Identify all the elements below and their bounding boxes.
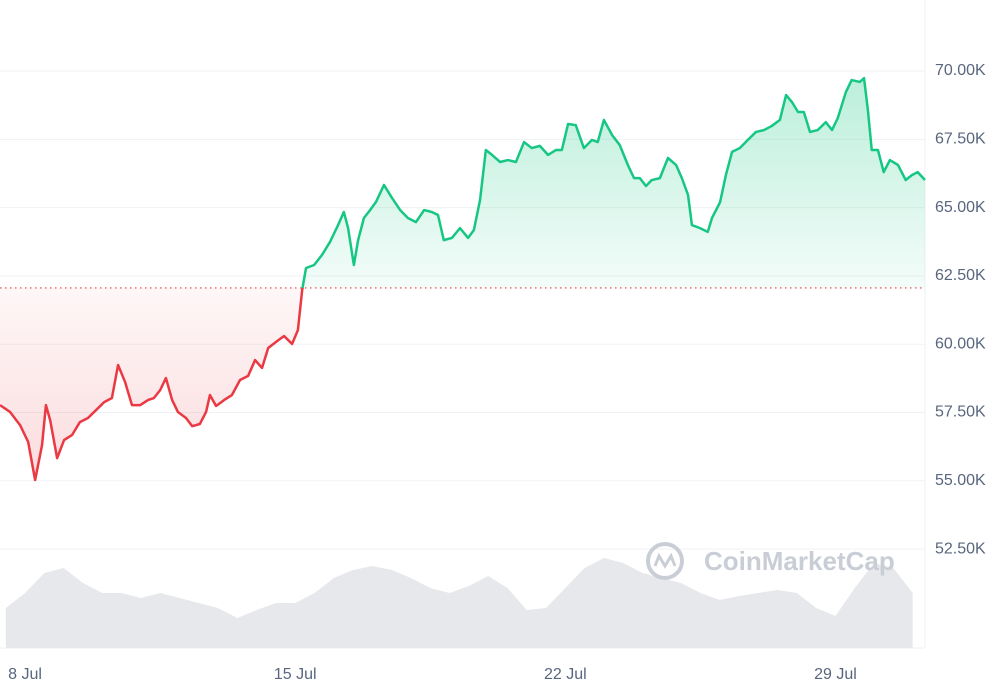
y-tick-label: 70.00K bbox=[935, 62, 986, 79]
watermark-text: CoinMarketCap bbox=[704, 546, 895, 576]
y-tick-label: 55.00K bbox=[935, 472, 986, 489]
watermark-logo bbox=[646, 542, 684, 580]
x-tick-label: 22 Jul bbox=[544, 666, 587, 683]
watermark-logo-mark bbox=[653, 552, 677, 569]
y-tick-label: 62.50K bbox=[935, 267, 986, 284]
x-tick-label: 8 Jul bbox=[8, 666, 42, 683]
y-tick-label: 67.50K bbox=[935, 131, 986, 148]
price-line bbox=[0, 76, 926, 482]
price-area bbox=[0, 78, 925, 480]
x-tick-label: 15 Jul bbox=[274, 666, 317, 683]
x-tick-label: 29 Jul bbox=[814, 666, 857, 683]
y-tick-label: 60.00K bbox=[935, 335, 986, 352]
volume-area bbox=[5, 558, 913, 648]
y-tick-label: 65.00K bbox=[935, 199, 986, 216]
y-tick-label: 52.50K bbox=[935, 540, 986, 557]
watermark: CoinMarketCap bbox=[646, 542, 895, 580]
y-tick-label: 57.50K bbox=[935, 404, 986, 421]
